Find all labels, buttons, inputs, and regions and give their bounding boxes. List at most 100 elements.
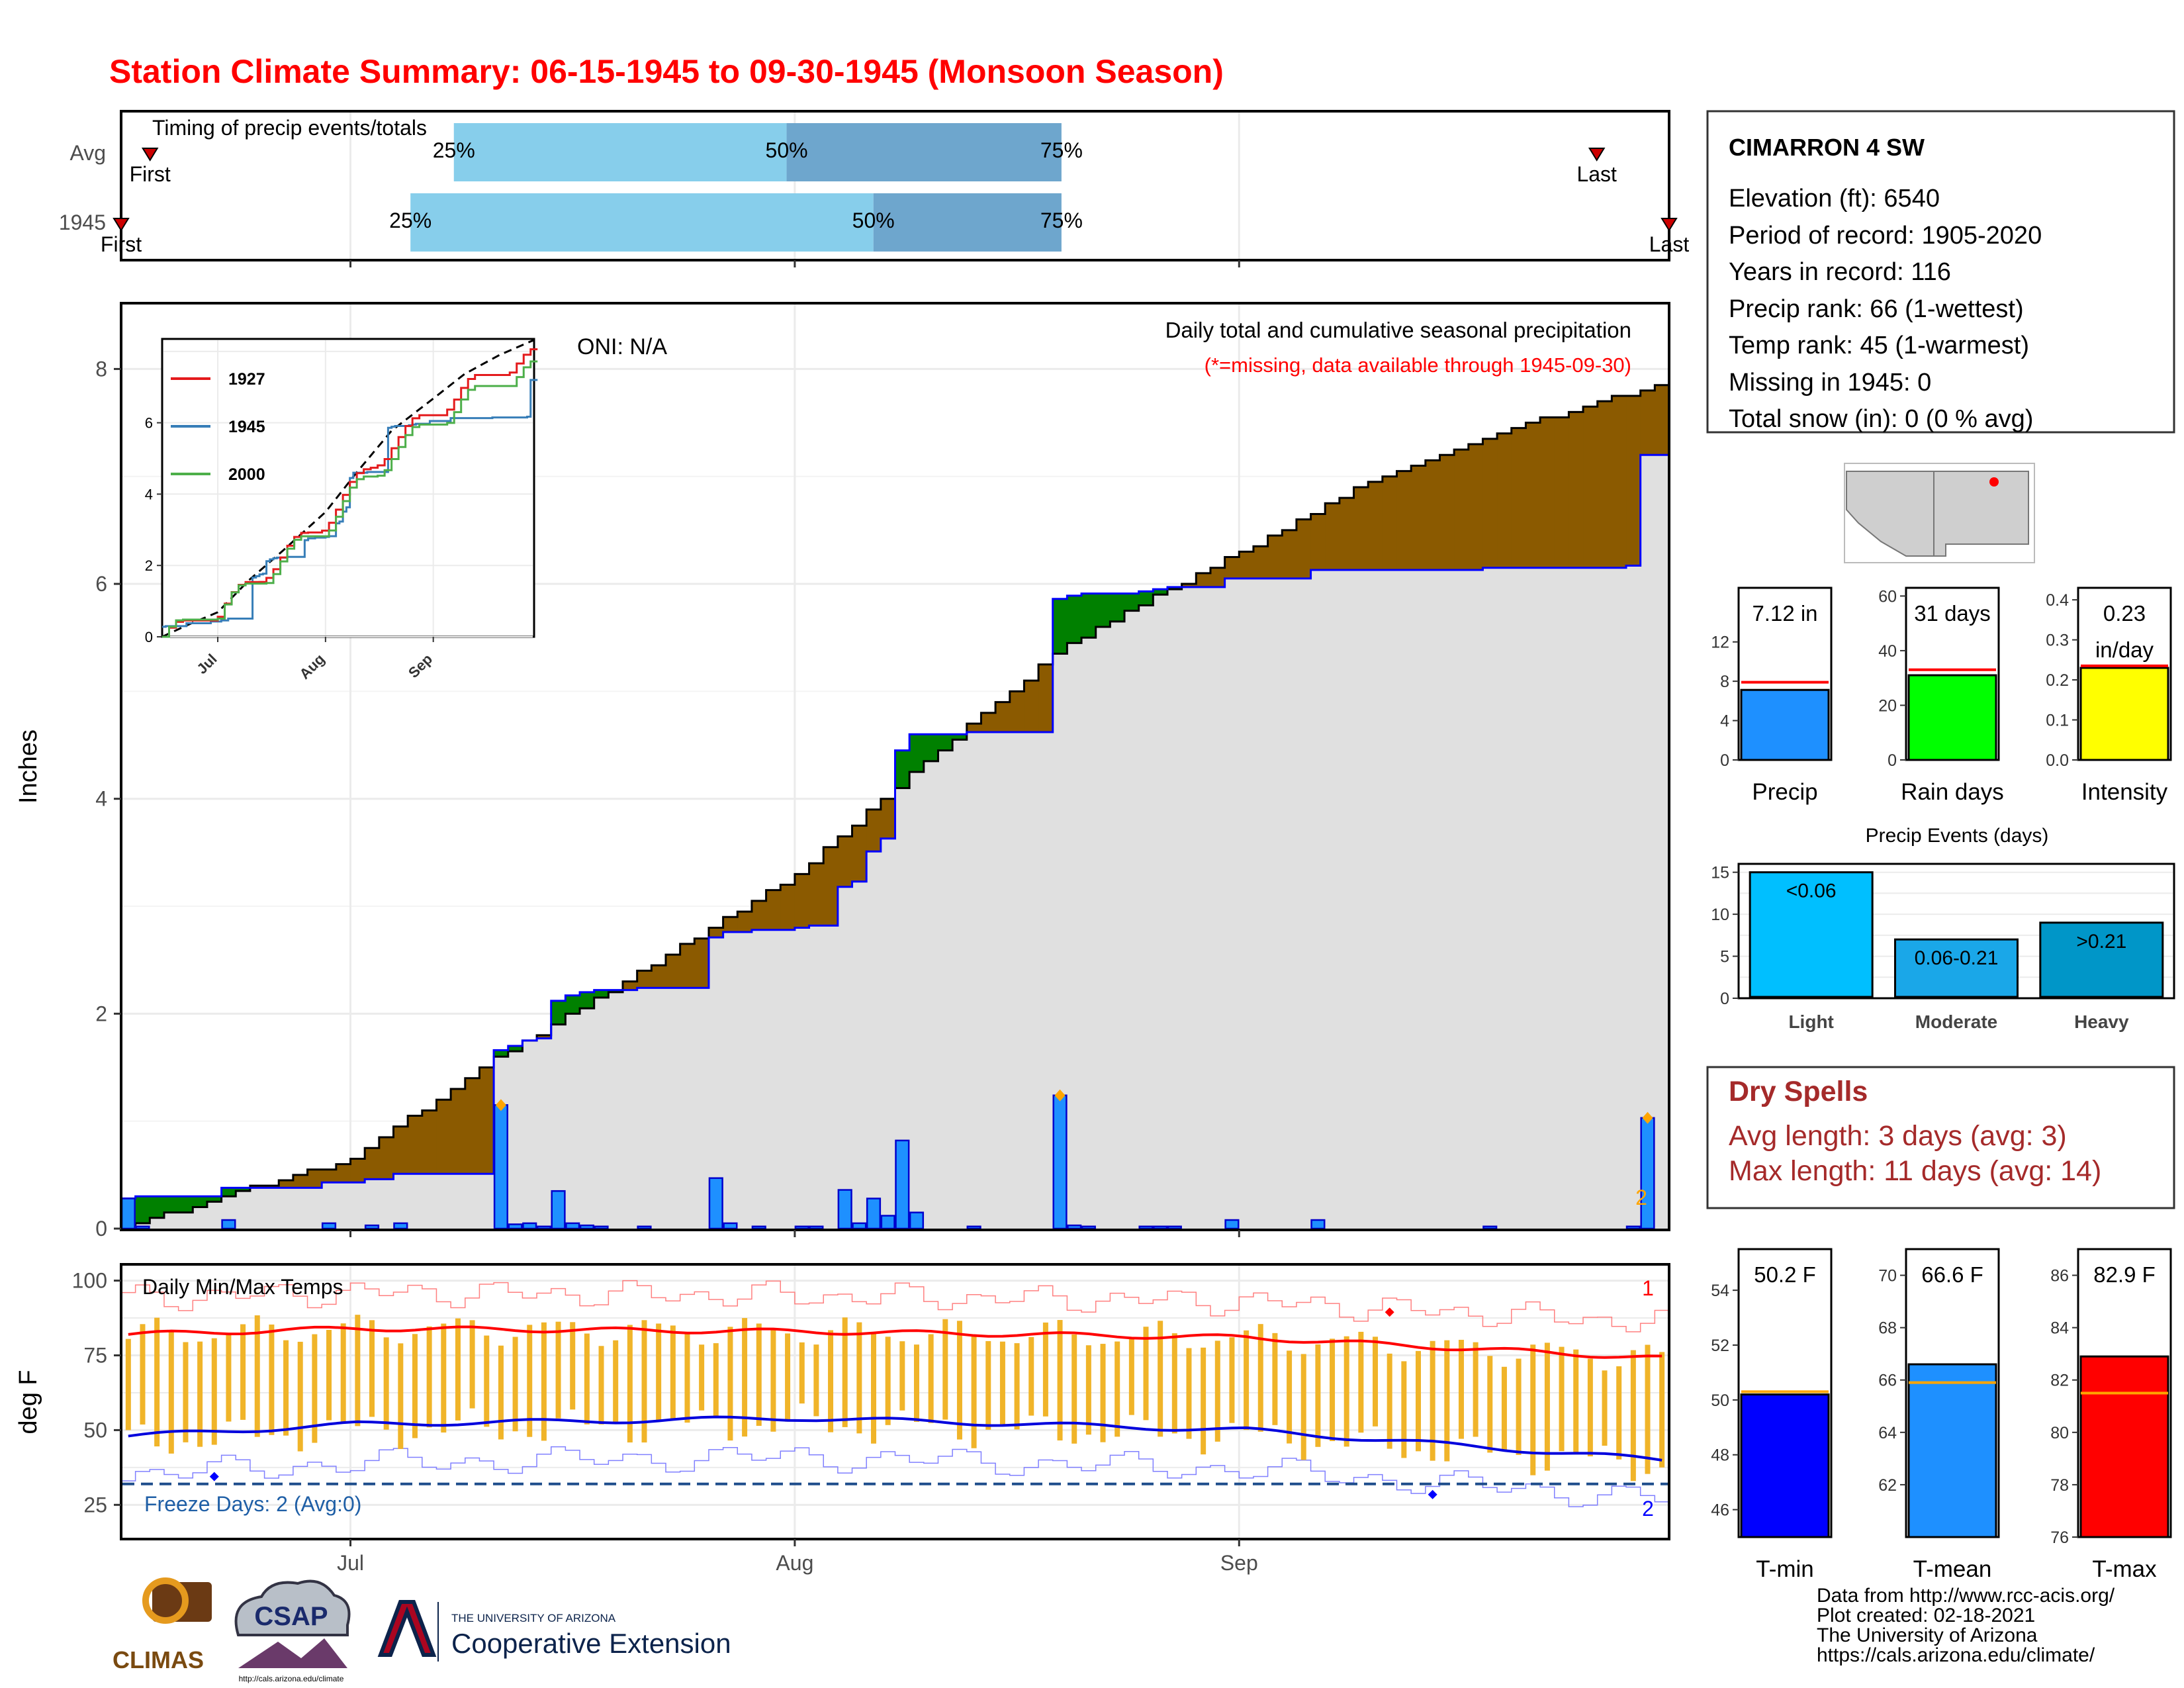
surplus-band [135,1196,150,1223]
deficit-band [866,809,882,852]
daily-temp-bar [1214,1340,1220,1442]
timing-panel: 25% 50% 75% First Last 25% 50% 75% First Last Tim… [59,110,1689,267]
daily-temp-bar [1158,1321,1163,1437]
temp-y-tick-label: 75 [83,1343,107,1367]
deficit-band [1583,406,1598,568]
summary-bar-value: 7.12 in [1752,601,1817,626]
deficit-band [1267,536,1283,579]
avg-max-temp-line [128,1325,1662,1359]
avg-min-temp-line [128,1415,1662,1462]
daily-temp-bar [913,1344,919,1422]
date-x-tick-label: Aug [776,1551,813,1575]
daily-precip-bar [909,1211,925,1230]
timing-label-75: 75% [1040,209,1083,232]
timing-label-50: 50% [852,209,895,232]
precip-caption: Daily total and cumulative seasonal prec… [1165,318,1631,342]
inset-legend-label: 1927 [228,370,265,389]
deficit-band [1439,455,1455,570]
surplus-band [163,1196,179,1213]
timing-last-marker [1661,218,1678,232]
daily-temp-bar [1373,1336,1379,1427]
precip-caption-missing: (*=missing, data available through 1945-… [1205,353,1631,377]
daily-temp-bar [742,1318,748,1437]
daily-temp-bar [269,1324,275,1435]
daily-temp-bar [1343,1336,1349,1447]
summary-bar-y-tick-label: 78 [2050,1476,2069,1495]
timing-first-marker [113,218,130,232]
deficit-band [737,912,752,932]
surplus-band [909,734,925,773]
deficit-band [322,1169,337,1183]
ua-block-a-icon [377,1600,437,1657]
deficit-band [1282,530,1297,579]
daily-temp-bar [1028,1336,1034,1416]
surplus-band [494,1050,509,1057]
daily-temp-bar [1659,1352,1665,1468]
deficit-band [264,1186,279,1188]
record-low-marker [1428,1489,1437,1499]
summary-bar-y-tick-label: 8 [1720,673,1729,691]
deficit-band [1325,503,1340,570]
daily-temp-bar [512,1336,518,1432]
oni-label: ONI: N/A [577,334,667,359]
surplus-band [1095,593,1111,627]
heavy-precip-marker [1642,1111,1653,1124]
summary-bar-value: 50.2 F [1754,1262,1816,1287]
dry-spells-title: Dry Spells [1729,1076,1868,1107]
surplus-band [1110,593,1125,622]
daily-temp-bar [355,1315,361,1427]
daily-temp-bar [1458,1340,1464,1439]
timing-row-avg-label: Avg [69,141,106,165]
heavy-precip-marker [1054,1089,1066,1102]
summary-bar-y-tick-label: 20 [1878,696,1897,715]
summary-bar-value: 31 days [1914,601,1991,626]
station-period: Period of record: 1905-2020 [1729,222,2042,250]
summary-bar-label: Intensity [2081,779,2168,805]
deficit-band [708,927,724,938]
daily-temp-bar [484,1335,490,1427]
summary-bar-label: Rain days [1901,779,2004,805]
daily-temp-bar [842,1317,848,1427]
station-info-frame [1706,110,2175,434]
timing-last-label: Last [1576,162,1617,186]
dry-spells-max: Max length: 11 days (avg: 14) [1729,1155,2101,1187]
deficit-band [1655,385,1670,455]
station-elevation: Elevation (ft): 6540 [1729,185,1940,212]
deficit-band [809,863,824,926]
daily-temp-bar [1128,1338,1134,1415]
deficit-band [1554,417,1569,568]
temp-panel-label: Daily Min/Max Temps [142,1275,343,1299]
surplus-band [1081,593,1097,638]
deficit-band [379,1137,394,1180]
daily-temp-bar [1042,1322,1048,1417]
daily-precip-bar [508,1223,523,1230]
deficit-band [451,1088,466,1174]
daily-precip-bar [723,1222,738,1230]
events-bar-value-label: 0.06-0.21 [1915,947,1999,969]
dry-spells-avg: Avg length: 3 days (avg: 3) [1729,1120,2067,1152]
events-category-label: Moderate [1915,1011,1997,1032]
daily-temp-bar [1473,1342,1479,1437]
deficit-band [537,1035,552,1039]
summary-bar-y-tick-label: 0 [1720,751,1729,770]
dry-spells-frame [1706,1066,2175,1209]
summary-bar-y-tick-label: 82 [2050,1372,2069,1390]
daily-temp-bar [1602,1370,1608,1446]
daily-temp-bar [183,1342,189,1442]
locator-map [1844,463,2035,563]
timing-row-1945-label: 1945 [59,211,106,234]
timing-label-75: 75% [1040,138,1083,162]
deficit-band [852,825,867,882]
daily-temp-bar [1444,1340,1450,1462]
temp-panel-frame [120,1263,1670,1540]
dry-spells-box: Dry Spells Avg length: 3 days (avg: 3) M… [1706,1066,2175,1209]
heavy-precip-marker [495,1099,506,1111]
daily-temp-bar [140,1324,146,1425]
daily-temp-bar [211,1338,217,1445]
daily-precip-bar [1640,1117,1655,1230]
precip-panel-frame [120,302,1670,1231]
summary-bar-y-tick-label: 12 [1711,633,1729,652]
surplus-band [938,734,953,751]
summary-bar-y-tick-label: 0.4 [2046,591,2069,610]
daily-temp-bar [971,1334,977,1448]
